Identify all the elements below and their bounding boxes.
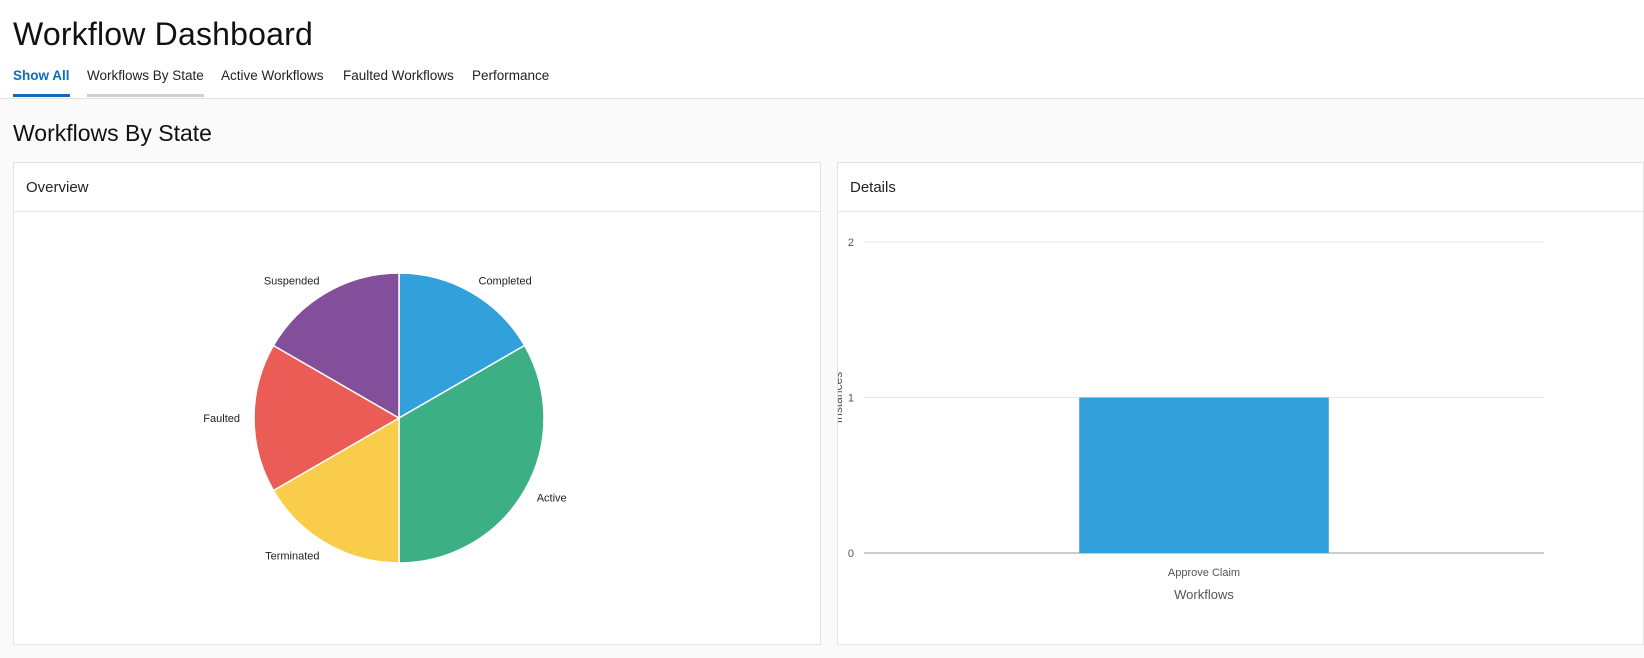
tab-label: Performance — [472, 68, 550, 83]
tab-hover-indicator — [87, 94, 204, 97]
page-title: Workflow Dashboard — [13, 16, 314, 52]
x-tick-label: Approve Claim — [1168, 567, 1240, 579]
pie-slice-completed[interactable] — [398, 272, 526, 420]
card-header: Details — [838, 163, 1643, 212]
section-title: Workflows By State — [13, 120, 212, 146]
card-header: Overview — [14, 163, 820, 212]
tab-label: Workflows By State — [87, 68, 204, 83]
y-tick-label: 0 — [848, 548, 854, 560]
tab-label: Faulted Workflows — [343, 68, 454, 83]
overview-card-body: Completed Active Terminated Faulted Suspende… — [14, 212, 820, 645]
pie-label-active: Active — [537, 493, 567, 505]
tab-indicator — [13, 94, 70, 97]
pie-chart: Completed Active Terminated Faulted Suspende… — [203, 272, 567, 564]
pie-label-faulted: Faulted — [203, 413, 240, 425]
tab-workflows-by-state[interactable]: Workflows By State — [87, 68, 204, 98]
pie-label-completed: Completed — [479, 275, 532, 287]
overview-card: Overview Completed Active Terminated Faulte… — [13, 162, 821, 645]
bar-approve-claim[interactable] — [1079, 397, 1329, 554]
details-card-body: 0 1 2 Approve Claim Workflows Instances — [831, 212, 1643, 645]
pie-slice-suspended[interactable] — [272, 272, 400, 420]
tab-label: Show All — [13, 68, 70, 83]
tab-show-all[interactable]: Show All — [13, 68, 70, 98]
pie-label-terminated: Terminated — [265, 551, 319, 563]
y-tick-label: 1 — [848, 393, 854, 405]
tab-active-workflows[interactable]: Active Workflows — [221, 68, 324, 98]
y-tick-label: 2 — [848, 237, 854, 249]
pie-slice-active[interactable] — [398, 344, 545, 564]
tab-faulted-workflows[interactable]: Faulted Workflows — [343, 68, 454, 98]
tab-bar: Show All Workflows By State Active Workf… — [0, 0, 1644, 99]
y-axis-title: Instances — [838, 372, 845, 423]
pie-slice-terminated[interactable] — [272, 416, 400, 564]
header-bar: Workflow Dashboard Show All Workflows By… — [0, 0, 1644, 99]
tab-label: Active Workflows — [221, 68, 324, 83]
card-title: Details — [850, 179, 896, 196]
details-card: Details 0 1 2 Approve Claim Workflows Instanc… — [831, 162, 1644, 645]
bar-chart: 0 1 2 Approve Claim Workflows Instances — [831, 237, 1544, 602]
pie-label-suspended: Suspended — [264, 275, 320, 287]
pie-slice-faulted[interactable] — [253, 344, 401, 492]
card-title: Overview — [26, 179, 89, 196]
tab-performance[interactable]: Performance — [472, 68, 549, 98]
x-axis-title: Workflows — [1174, 587, 1234, 602]
